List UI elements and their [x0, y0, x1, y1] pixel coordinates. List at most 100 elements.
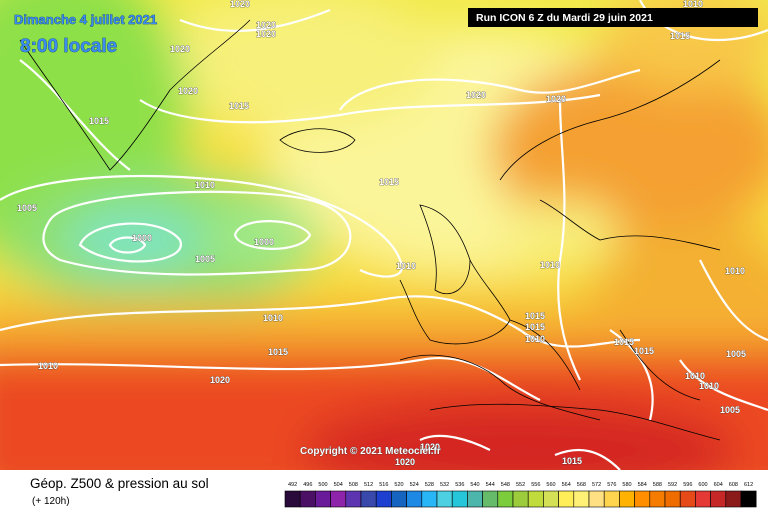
isobar-label: 1015: [525, 322, 545, 332]
scale-swatch: [695, 490, 711, 508]
scale-swatch: [603, 490, 620, 508]
isobar-label: 1010: [195, 180, 215, 190]
isobar-label: 1005: [726, 349, 746, 359]
coastlines: [19, 19, 721, 441]
scale-swatch: [315, 490, 331, 508]
scale-label: 608: [729, 482, 738, 488]
scale-swatch: [588, 490, 605, 508]
isobar-label: 1005: [195, 254, 215, 264]
scale-swatch: [619, 490, 635, 508]
scale-swatch: [345, 490, 362, 508]
isobar-label: 1020: [395, 457, 415, 467]
isobar-label: 1010: [699, 381, 719, 391]
isobar-label: 1010: [685, 371, 705, 381]
isobar-label: 1020: [230, 0, 250, 9]
scale-label: 512: [364, 482, 373, 488]
isobar-label: 1005: [720, 405, 740, 415]
isobar-label: 1010: [525, 334, 545, 344]
scale-label: 536: [455, 482, 464, 488]
scale-swatch: [634, 490, 651, 508]
isobar-label: 1010: [683, 0, 703, 9]
scale-label: 604: [714, 482, 723, 488]
scale-swatch: [740, 490, 757, 508]
copyright: Copyright © 2021 Meteociel.fr: [300, 446, 441, 457]
isobar-label: 1020: [178, 86, 198, 96]
isobar-label: 1015: [614, 337, 634, 347]
isobar-label: 1015: [525, 311, 545, 321]
scale-swatch: [421, 490, 438, 508]
scale-swatch: [558, 490, 575, 508]
scale-swatch: [482, 490, 499, 508]
scale-label: 532: [440, 482, 449, 488]
scale-label: 576: [607, 482, 616, 488]
scale-label: 524: [410, 482, 419, 488]
isobar-label: 1015: [229, 101, 249, 111]
lead-time: (+ 120h): [32, 496, 70, 507]
scale-label: 588: [653, 482, 662, 488]
scale-swatch: [649, 490, 666, 508]
scale-label: 548: [501, 482, 510, 488]
scale-label: 560: [546, 482, 555, 488]
isobar-label: 1015: [89, 116, 109, 126]
isobar-label: 1015: [562, 456, 582, 466]
scale-swatch: [467, 490, 483, 508]
scale-swatch: [299, 490, 316, 508]
isobar-label: 1020: [256, 20, 276, 30]
scale-label: 516: [379, 482, 388, 488]
run-box: [468, 8, 758, 27]
scale-swatch: [573, 490, 590, 508]
isobar-label: 1020: [256, 29, 276, 39]
scale-label: 596: [683, 482, 692, 488]
footer-title: Géop. Z500 & pression au sol: [30, 476, 209, 491]
isobar-label: 1000: [254, 237, 274, 247]
isobar-label: 1010: [263, 313, 283, 323]
scale-swatch: [360, 490, 377, 508]
isobar-label: 1015: [670, 31, 690, 41]
isobar-label: 1010: [38, 361, 58, 371]
isobar-label: 1020: [210, 375, 230, 385]
isobars: [0, 0, 768, 470]
isobar-label: 1015: [379, 177, 399, 187]
scale-swatch: [512, 490, 529, 508]
scale-label: 580: [622, 482, 631, 488]
scale-swatch: [375, 490, 392, 508]
scale-swatch: [710, 490, 727, 508]
isobar-label: 1020: [420, 442, 440, 452]
scale-swatch: [391, 490, 407, 508]
scale-label: 496: [303, 482, 312, 488]
isobar-label: 1020: [466, 90, 486, 100]
scale-swatch: [725, 490, 742, 508]
scale-swatch: [284, 490, 301, 508]
scale-label: 504: [334, 482, 343, 488]
scale-swatch: [406, 490, 423, 508]
scale-swatch: [664, 490, 681, 508]
scale-label: 520: [394, 482, 403, 488]
isobar-label: 1015: [268, 347, 288, 357]
isobar-label: 1015: [634, 346, 654, 356]
isobar-label: 1000: [132, 233, 152, 243]
scale-swatch: [436, 490, 453, 508]
isobar-label: 1020: [170, 44, 190, 54]
scale-label: 600: [698, 482, 707, 488]
scale-swatch: [527, 490, 544, 508]
scale-label: 552: [516, 482, 525, 488]
isobar-label: 1010: [540, 260, 560, 270]
scale-label: 540: [470, 482, 479, 488]
scale-label: 612: [744, 482, 753, 488]
scale-label: 572: [592, 482, 601, 488]
scale-label: 564: [562, 482, 571, 488]
scale-label: 500: [318, 482, 327, 488]
scale-swatch: [451, 490, 468, 508]
scale-swatch: [330, 490, 347, 508]
scale-label: 568: [577, 482, 586, 488]
scale-label: 592: [668, 482, 677, 488]
scale-swatch: [679, 490, 696, 508]
isobar-label: 1005: [17, 203, 37, 213]
scale-label: 492: [288, 482, 297, 488]
scale-label: 544: [486, 482, 495, 488]
scale-label: 508: [349, 482, 358, 488]
scale-label: 528: [425, 482, 434, 488]
scale-label: 584: [638, 482, 647, 488]
